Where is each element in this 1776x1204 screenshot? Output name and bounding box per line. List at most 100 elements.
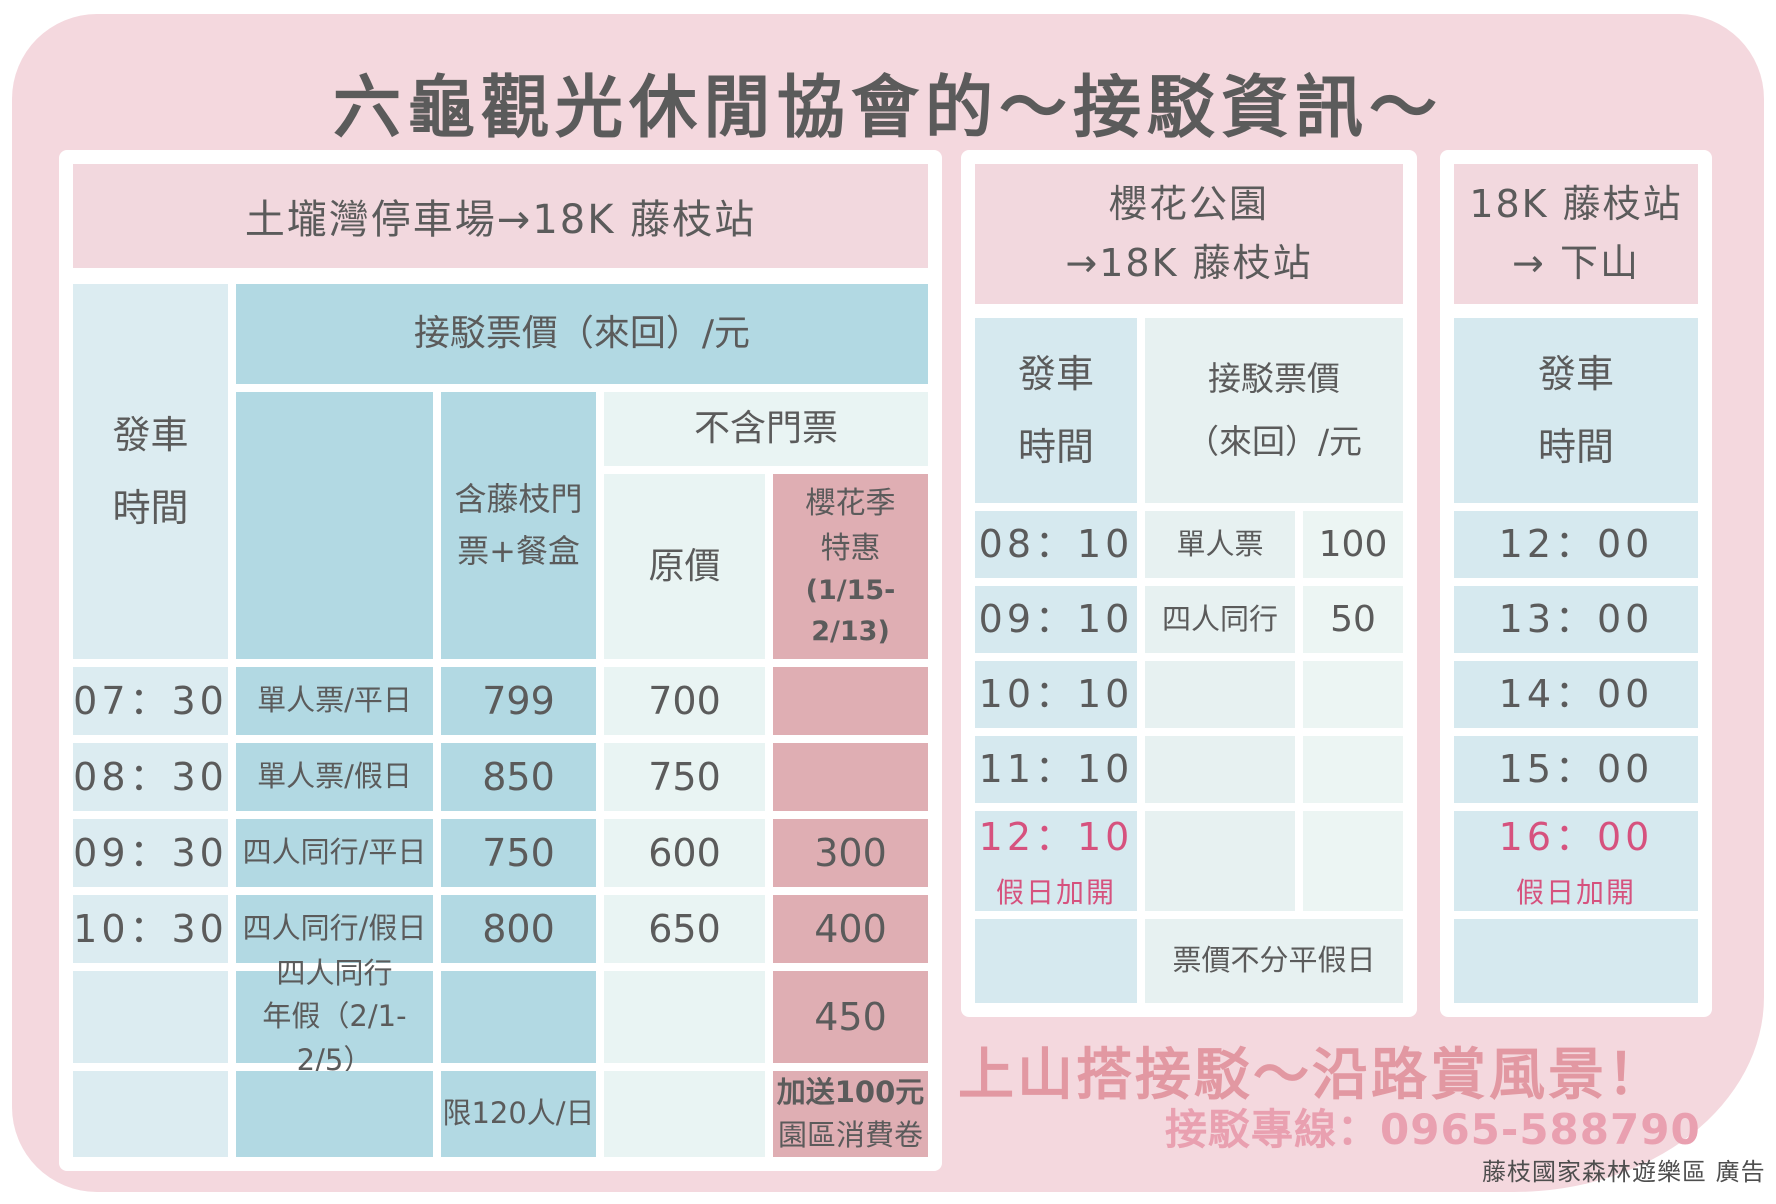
ticket-type-cell: 四人同行 年假（2/1-2/5）: [236, 956, 433, 1077]
fare-header-line2: （來回）/元: [1185, 421, 1363, 461]
departure-time-line1: 發車: [112, 413, 189, 458]
empty-cell: [73, 1071, 228, 1157]
main-title: 六龜觀光休閒協會的～接駁資訊～: [332, 69, 1443, 148]
departure-time-header: 發車 時間: [975, 318, 1137, 503]
left-table: 發車 時間 接駁票價（來回）/元 含藤枝門票+餐盒 不含門票 原價 櫻花季 特惠…: [73, 284, 928, 1157]
empty-cell: [1145, 811, 1295, 911]
extra-holiday-time-cell: 12：10 假日加開: [975, 811, 1137, 911]
time-cell: 08：10: [975, 511, 1137, 578]
time-cell: 15：00: [1454, 736, 1698, 803]
holiday-note: 假日加開: [995, 875, 1116, 909]
time-cell: 13：00: [1454, 586, 1698, 653]
ticket-type-line2: 年假（2/1-2/5）: [262, 999, 407, 1077]
empty-cell: [236, 1071, 433, 1157]
slogan: 上山搭接駁～沿路賞風景！: [958, 1043, 1666, 1108]
with-ticket-price-cell: 850: [441, 743, 596, 811]
extra-holiday-time-cell: 16：00 假日加開: [1454, 811, 1698, 911]
sakura-dates-line2: 2/13): [811, 615, 890, 647]
empty-cell: [1454, 919, 1698, 1003]
time-cell: 10：30: [73, 895, 228, 963]
time-cell: 09：10: [975, 586, 1137, 653]
fare-price-cell: 50: [1303, 586, 1403, 653]
ticket-type-cell: 四人同行/平日: [236, 819, 433, 887]
sakura-price-cell: 400: [773, 895, 928, 963]
departure-time-line1: 發車: [1017, 352, 1094, 397]
middle-table: 發車 時間 接駁票價 （來回）/元 08：10 單人票 100 09：10 四人…: [975, 318, 1403, 1003]
time-cell: 10：10: [975, 661, 1137, 728]
fare-price-cell: 100: [1303, 511, 1403, 578]
time-cell: 14：00: [1454, 661, 1698, 728]
fare-label-cell: 四人同行: [1145, 586, 1295, 653]
departure-time-header: 發車 時間: [1454, 318, 1698, 503]
sakura-price-cell: [773, 743, 928, 811]
with-ticket-header: 含藤枝門票+餐盒: [441, 392, 596, 659]
time-cell: 12：00: [1454, 511, 1698, 578]
empty-cell: [1303, 811, 1403, 911]
middle-table-title-line2: →18K 藤枝站: [1065, 241, 1313, 285]
empty-cell: [1145, 661, 1295, 728]
with-ticket-price-cell: 799: [441, 667, 596, 735]
empty-cell: [604, 971, 765, 1063]
empty-cell: [236, 392, 433, 659]
sakura-header-line2: 特惠: [820, 531, 881, 566]
daily-limit-cell: 限120人/日: [441, 1071, 596, 1157]
ticket-type-cell: 單人票/假日: [236, 743, 433, 811]
voucher-bonus-line2: 園區消費卷: [777, 1118, 923, 1152]
ticket-type-cell: 單人票/平日: [236, 667, 433, 735]
ticket-type-cell: 四人同行/假日: [236, 895, 433, 963]
right-table-title-line2: → 下山: [1512, 241, 1640, 285]
hotline-phone: 接駁專線：0965-588790: [1165, 1105, 1701, 1154]
departure-time-line2: 時間: [112, 485, 189, 530]
empty-cell: [73, 971, 228, 1063]
sakura-price-cell: 300: [773, 819, 928, 887]
original-price-cell: 600: [604, 819, 765, 887]
right-table-title: 18K 藤枝站 → 下山: [1454, 164, 1698, 304]
empty-cell: [1145, 736, 1295, 803]
time-cell: 07：30: [73, 667, 228, 735]
holiday-note: 假日加開: [1515, 875, 1636, 909]
original-price-header: 原價: [604, 474, 765, 659]
empty-cell: [1303, 736, 1403, 803]
right-table: 發車 時間 12：00 13：00 14：00 15：00 16：00 假日加開: [1454, 318, 1698, 1003]
empty-cell: [1303, 661, 1403, 728]
empty-cell: [604, 1071, 765, 1157]
flat-fare-note-cell: 票價不分平假日: [1145, 919, 1403, 1003]
departure-time-line2: 時間: [1537, 424, 1614, 469]
time-cell: 12：10: [978, 814, 1134, 859]
ticket-type-line1: 四人同行: [276, 955, 393, 990]
sakura-special-header: 櫻花季 特惠 (1/15- 2/13): [773, 474, 928, 659]
middle-table-title-line1: 櫻花公園: [1108, 182, 1269, 227]
fare-group-header: 接駁票價（來回）/元: [236, 284, 928, 384]
right-table-panel: 18K 藤枝站 → 下山 發車 時間 12：00 13：00 14：00 15：…: [1440, 150, 1712, 1017]
departure-time-line2: 時間: [1017, 424, 1094, 469]
original-price-cell: 650: [604, 895, 765, 963]
sakura-header-line1: 櫻花季: [805, 486, 896, 521]
middle-table-panel: 櫻花公園 →18K 藤枝站 發車 時間 接駁票價 （來回）/元 08：10 單人…: [961, 150, 1417, 1017]
sakura-price-cell: [773, 667, 928, 735]
middle-table-title: 櫻花公園 →18K 藤枝站: [975, 164, 1403, 304]
voucher-bonus-cell: 加送100元 園區消費卷: [773, 1071, 928, 1157]
left-table-title: 土壠灣停車場→18K 藤枝站: [73, 164, 928, 268]
right-table-title-line1: 18K 藤枝站: [1469, 182, 1683, 227]
empty-cell: [441, 971, 596, 1063]
voucher-bonus-line1: 加送100元: [776, 1074, 925, 1109]
departure-time-line1: 發車: [1537, 352, 1614, 397]
empty-cell: [975, 919, 1137, 1003]
original-price-cell: 700: [604, 667, 765, 735]
time-cell: 11：10: [975, 736, 1137, 803]
fare-header-line1: 接駁票價: [1208, 358, 1340, 398]
without-ticket-header: 不含門票: [604, 392, 928, 466]
time-cell: 08：30: [73, 743, 228, 811]
with-ticket-price-cell: 750: [441, 819, 596, 887]
fare-label-cell: 單人票: [1145, 511, 1295, 578]
sakura-price-cell: 450: [773, 971, 928, 1063]
time-cell: 16：00: [1498, 814, 1654, 859]
left-table-panel: 土壠灣停車場→18K 藤枝站 發車 時間 接駁票價（來回）/元 含藤枝門票+餐盒…: [59, 150, 942, 1171]
with-ticket-price-cell: 800: [441, 895, 596, 963]
ad-credit: 藤枝國家森林遊樂區 廣告: [1482, 1158, 1766, 1186]
departure-time-header: 發車 時間: [73, 284, 228, 659]
time-cell: 09：30: [73, 819, 228, 887]
original-price-cell: 750: [604, 743, 765, 811]
fare-header: 接駁票價 （來回）/元: [1145, 318, 1403, 503]
